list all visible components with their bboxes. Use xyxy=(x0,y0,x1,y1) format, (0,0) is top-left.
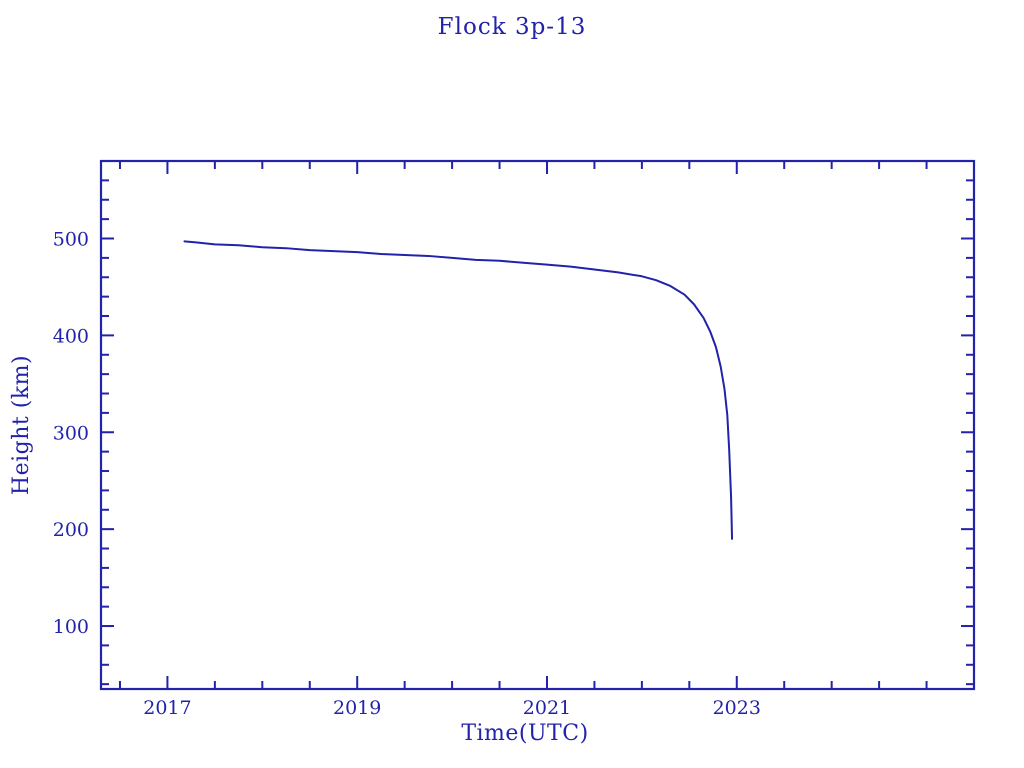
plot-frame xyxy=(99,159,976,691)
y-tick-label: 100 xyxy=(53,616,89,638)
y-tick-label: 500 xyxy=(53,229,89,251)
y-tick-label: 200 xyxy=(53,519,89,541)
height-decay-line xyxy=(183,240,734,540)
page-title: Flock 3p-13 xyxy=(437,14,587,40)
x-axis-tick-labels: 2017 2019 2021 2023 xyxy=(143,697,761,719)
y-axis-tick-labels: 100 200 300 400 500 xyxy=(53,229,89,639)
x-axis-title: Time(UTC) xyxy=(461,721,588,746)
y-tick-label: 300 xyxy=(53,422,89,444)
y-axis-title: Height (km) xyxy=(9,355,34,495)
x-tick-label: 2023 xyxy=(713,697,761,719)
x-tick-label: 2021 xyxy=(523,697,571,719)
x-tick-label: 2019 xyxy=(333,697,381,719)
y-axis-ticks xyxy=(101,160,974,686)
x-tick-label: 2017 xyxy=(143,697,191,719)
y-tick-label: 400 xyxy=(53,325,89,347)
x-axis-ticks xyxy=(118,161,975,689)
